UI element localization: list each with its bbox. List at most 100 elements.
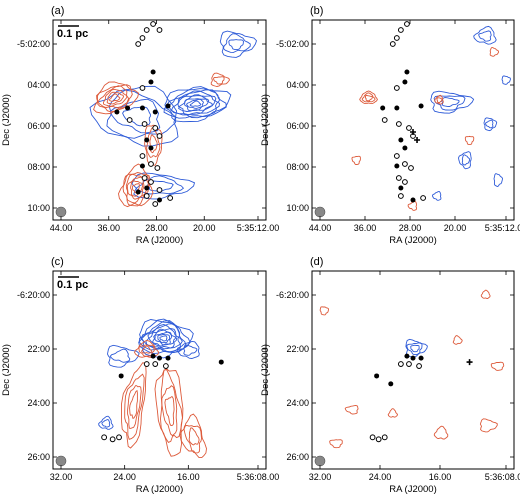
y-tick-label: 26:00 [286, 452, 309, 462]
panel-label: (b) [310, 5, 323, 17]
source-open-circle [167, 195, 174, 201]
contour-line [93, 81, 140, 115]
x-tick-label: 5:35:12.00 [485, 223, 520, 233]
beam-marker [314, 455, 326, 467]
source-filled-circle [150, 69, 156, 75]
panel-label: (c) [51, 256, 64, 268]
source-open-circle [381, 117, 388, 123]
panel-label: (d) [310, 256, 323, 268]
contour-line [176, 340, 200, 359]
source-filled-circle [165, 355, 171, 361]
source-filled-circle [152, 109, 158, 115]
source-filled-circle [157, 197, 162, 203]
source-open-circle [395, 121, 402, 127]
contour-line [101, 419, 111, 428]
x-tick-label: 28.00 [145, 223, 168, 233]
contour-layer [98, 318, 224, 459]
source-open-circle [143, 27, 150, 33]
source-open-circle [402, 161, 408, 167]
contour-line [485, 119, 494, 129]
contour-line [124, 373, 145, 440]
source-open-circle [135, 41, 142, 47]
source-filled-circle [410, 197, 416, 203]
contour-line [103, 88, 128, 107]
source-open-circle [393, 153, 400, 159]
source-filled-circle [402, 145, 408, 151]
x-tick-label: 36.00 [354, 223, 377, 233]
contour-line [478, 30, 492, 42]
x-axis-label: RA (J2000) [136, 484, 184, 495]
contour-line [127, 385, 142, 429]
contour-line [319, 306, 329, 316]
source-cross [466, 359, 473, 366]
contour-line [436, 97, 443, 104]
contour-layer [319, 289, 505, 449]
scale-bar-label: 0.1 pc [57, 28, 88, 40]
panel-1: (a) 0.1 pc 44.00 36.00 28.00 20.00 5:35:12.00 -… [1, 5, 279, 246]
x-tick-label: 36.00 [97, 223, 120, 233]
source-open-circle [397, 361, 404, 367]
source-open-circle [156, 27, 163, 33]
y-tick-label: -6:20:00 [276, 290, 309, 300]
contour-line [147, 328, 177, 350]
contour-line [179, 413, 207, 459]
y-tick-label: 22:00 [286, 344, 309, 354]
source-open-circle [156, 187, 163, 193]
source-open-circle [393, 35, 400, 41]
source-filled-circle [404, 69, 410, 75]
y-axis-label: Dec (J2000) [1, 94, 12, 146]
contour-line [159, 335, 168, 342]
source-filled-circle [402, 79, 408, 85]
panel-2: (b) 44.00 36.00 28.00 20.00 5:35:12.00 -5:02:0… [260, 5, 520, 246]
source-filled-circle [418, 103, 424, 109]
y-tick-label: 06:00 [27, 121, 50, 131]
contour-line [490, 361, 505, 371]
contour-line [129, 389, 138, 419]
beam-marker [55, 206, 67, 218]
contour-line [501, 75, 511, 85]
source-filled-circle [148, 79, 154, 85]
x-tick-label: 16.00 [429, 472, 452, 482]
contour-line [188, 427, 200, 446]
y-axis-label: Dec (J2000) [260, 344, 271, 396]
source-filled-circle [380, 105, 386, 111]
source-filled-circle [139, 105, 145, 111]
contour-line [141, 345, 153, 354]
contour-layer [351, 21, 511, 211]
panel-3: (c) 0.1 pc 32.00 24.00 16.00 5:36:08.00 -6:20:… [1, 256, 279, 495]
contour-line [149, 134, 158, 154]
contour-line [131, 172, 196, 200]
x-tick-label: 28.00 [399, 223, 422, 233]
contour-line [130, 180, 144, 197]
contour-line [107, 344, 140, 368]
source-open-circle [416, 363, 422, 369]
contour-line [228, 39, 244, 50]
contour-line [493, 173, 503, 187]
source-open-circle [406, 125, 412, 131]
source-filled-circle [388, 381, 394, 387]
contour-line [407, 200, 418, 211]
contour-line [479, 418, 498, 433]
source-filled-circle [418, 355, 424, 361]
x-tick-label: 5:36:08.00 [237, 472, 280, 482]
y-tick-label: 22:00 [27, 344, 50, 354]
panel-label: (a) [51, 5, 64, 17]
source-open-circle [395, 175, 402, 181]
contour-line [98, 415, 114, 430]
contour-line [186, 98, 204, 109]
y-tick-label: 08:00 [27, 162, 50, 172]
source-open-circle [156, 133, 163, 139]
source-filled-circle [139, 163, 145, 169]
source-open-circle [152, 361, 159, 367]
source-open-circle [408, 165, 414, 171]
contour-line [164, 395, 175, 426]
contour-line [452, 335, 463, 345]
y-tick-label: 04:00 [286, 80, 309, 90]
contour-line [89, 85, 179, 147]
x-tick-label: 16.00 [177, 472, 200, 482]
beam-marker [314, 206, 326, 218]
x-tick-label: 32.00 [50, 472, 73, 482]
plot-frame [52, 19, 267, 221]
contour-line [430, 90, 475, 114]
contour-line [146, 126, 161, 158]
